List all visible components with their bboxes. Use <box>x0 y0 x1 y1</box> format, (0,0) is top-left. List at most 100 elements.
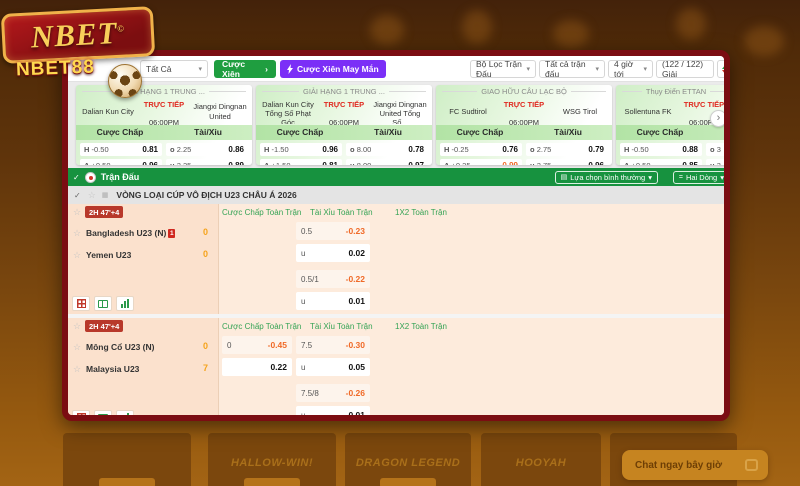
time-filter-value: 4 giờ tới <box>614 59 634 79</box>
all-matches-select[interactable]: Tất cả trận đấu ▾ <box>539 59 605 79</box>
league-count: (122 / 122) Giải <box>656 59 714 79</box>
odds-cell[interactable]: H -1.50 0.96 <box>260 143 342 156</box>
team-row: ☆ Malaysia U23 7 <box>68 360 218 378</box>
odds-cell[interactable]: A +1.500.81 <box>260 159 342 165</box>
bg-game-card: HOOYAH <box>481 433 601 486</box>
team-row: ☆ Mông Cổ U23 (N) 0 <box>68 338 218 356</box>
lucky-parlay-button[interactable]: Cược Xiên May Mắn <box>280 60 386 78</box>
odds-cell[interactable]: u 2.250.89 <box>166 159 248 165</box>
bg-decoration <box>676 8 706 40</box>
odds-cell[interactable]: u 2.750.96 <box>526 159 608 165</box>
grid-icon <box>76 299 86 308</box>
ou-odds-cell[interactable]: u 0.01 <box>296 406 370 415</box>
brand-logo[interactable]: NBET© NBET88 <box>0 6 175 98</box>
red-card-badge: 1 <box>168 229 176 238</box>
odds-cell[interactable]: H -0.50 0.81 <box>80 143 162 156</box>
ou-odds-cell[interactable]: u 0.01 <box>296 292 370 310</box>
match-clock-badge: 2H 47'+4 <box>85 206 124 218</box>
live-grid-button[interactable] <box>72 410 90 415</box>
grid-icon <box>76 413 86 415</box>
pitch-view-button[interactable] <box>94 296 112 311</box>
pitch-icon <box>98 299 108 308</box>
favorite-star-icon[interactable]: ☆ <box>73 228 82 238</box>
section-divider <box>68 314 724 318</box>
match-block: ☆ 2H 47'+4 Cược Chấp Toàn Trận Tài Xỉu T… <box>68 318 724 415</box>
favorite-star-icon[interactable]: ☆ <box>73 321 82 331</box>
logo-brand-text: NBET <box>29 14 119 55</box>
stats-button[interactable] <box>116 296 134 311</box>
view-options-icon: ▤ <box>560 174 568 181</box>
odds-cell[interactable]: o 2.25 0.86 <box>166 143 248 156</box>
favorite-star-icon[interactable]: ☆ <box>87 189 96 200</box>
bg-play-button <box>99 478 155 486</box>
league-title: VÒNG LOẠI CÚP VÔ ĐỊCH U23 CHÂU Á 2026 <box>116 190 297 200</box>
column-hdp: Cược Chấp Toàn Trận <box>222 208 302 217</box>
pitch-view-button[interactable] <box>94 410 112 415</box>
ou-odds-cell[interactable]: 0.5/1 -0.22 <box>296 270 370 288</box>
bg-game-card: DRAGON LEGEND <box>345 433 471 486</box>
odds-cell[interactable]: A +0.25-0.99 <box>440 159 522 165</box>
card-league: Thụy Điển ETTAN <box>645 87 707 96</box>
logo-plate: NBET© <box>0 6 156 64</box>
sort-button[interactable] <box>717 60 724 78</box>
market-filter-select[interactable]: Tất Cả ▾ <box>140 60 208 78</box>
check-icon[interactable]: ✓ <box>74 190 81 200</box>
live-grid-button[interactable] <box>72 296 90 311</box>
hdp-odds-cell[interactable]: 0.22 <box>222 358 292 376</box>
bg-decoration <box>370 15 404 45</box>
rows-mode-select[interactable]: = Hai Dòng ▾ <box>672 170 724 184</box>
parlay-button[interactable]: Cược Xiên › <box>214 59 276 79</box>
toolbar: Tất Cả ▾ Cược Xiên › Cược Xiên May Mắn B… <box>68 56 724 82</box>
lightning-icon <box>287 64 293 74</box>
favorite-star-icon[interactable]: ☆ <box>73 364 82 374</box>
column-hdp: Cược Chấp Toàn Trận <box>222 322 302 331</box>
live-badge: TRỰC TIẾP <box>323 99 365 109</box>
hdp-odds-cell[interactable]: 0 -0.45 <box>222 336 292 354</box>
live-match-card: GIẢI HẠNG 1 TRUNG ... Dalian Kun City Tổ… <box>256 85 432 165</box>
league-icon: ▦ <box>101 192 109 199</box>
favorite-star-icon[interactable]: ☆ <box>73 250 82 260</box>
carousel-next-button[interactable]: › <box>710 110 724 127</box>
odds-cell[interactable]: o 8.00 0.78 <box>346 143 428 156</box>
home-team-name: Bangladesh U23 (N) <box>86 228 167 238</box>
ou-odds-cell[interactable]: 0.5 -0.23 <box>296 222 370 240</box>
stats-button[interactable] <box>116 410 134 415</box>
home-team-name: Mông Cổ U23 (N) <box>86 342 155 352</box>
card-league: GIAO HỮU CÂU LẠC BỘ <box>481 87 567 96</box>
odds-cell[interactable]: u 3 <box>706 159 724 165</box>
match-filter-button[interactable]: Bộ Lọc Trận Đấu ▾ <box>470 59 536 79</box>
odds-cell[interactable]: H -0.50 0.88 <box>620 143 702 156</box>
odds-cell[interactable]: H -0.25 0.76 <box>440 143 522 156</box>
odds-cell[interactable]: A +0.500.85 <box>620 159 702 165</box>
card-away-team: WSG Tirol <box>562 106 598 116</box>
ou-header: Tài/Xỉu <box>554 127 582 137</box>
ou-odds-cell[interactable]: u 0.02 <box>296 244 370 262</box>
ou-odds-cell[interactable]: u 0.05 <box>296 358 370 376</box>
time-filter-select[interactable]: 4 giờ tới ▾ <box>608 59 653 79</box>
view-mode-select[interactable]: ▤ Lựa chọn bình thường ▾ <box>554 170 658 184</box>
live-match-card: GIẢI HẠNG 1 TRUNG ... Dalian Kun City TR… <box>76 85 252 165</box>
bg-play-button <box>380 478 436 486</box>
odds-cell[interactable]: o 3 <box>706 143 724 156</box>
odds-cell[interactable]: u 8.000.97 <box>346 159 428 165</box>
favorite-star-icon[interactable]: ☆ <box>73 207 82 217</box>
odds-cell[interactable]: o 2.75 0.79 <box>526 143 608 156</box>
chat-label: Chat ngay bây giờ <box>635 459 723 471</box>
chevron-down-icon: ▾ <box>526 66 530 73</box>
away-score: 7 <box>202 363 208 373</box>
section-title: Trận Đấu <box>100 172 140 182</box>
chevron-down-icon: ▾ <box>595 66 599 73</box>
ou-odds-cell[interactable]: 7.5 -0.30 <box>296 336 370 354</box>
chat-widget[interactable]: Chat ngay bây giờ <box>622 450 768 480</box>
check-icon[interactable]: ✓ <box>73 172 80 182</box>
odds-cell[interactable]: A +0.500.96 <box>80 159 162 165</box>
chevron-down-icon: ▾ <box>643 66 647 73</box>
favorite-star-icon[interactable]: ☆ <box>73 342 82 352</box>
league-bar: ✓ ☆ ▦ VÒNG LOẠI CÚP VÔ ĐỊCH U23 CHÂU Á 2… <box>68 186 724 204</box>
chevron-down-icon: ▾ <box>720 172 724 182</box>
ou-odds-cell[interactable]: 7.5/8 -0.26 <box>296 384 370 402</box>
away-team-name: Malaysia U23 <box>86 364 140 374</box>
column-1x2: 1X2 Toàn Trận <box>395 208 447 217</box>
bar-chart-icon <box>121 413 129 415</box>
card-away-team: Jiangxi Dingnan United <box>193 102 247 121</box>
